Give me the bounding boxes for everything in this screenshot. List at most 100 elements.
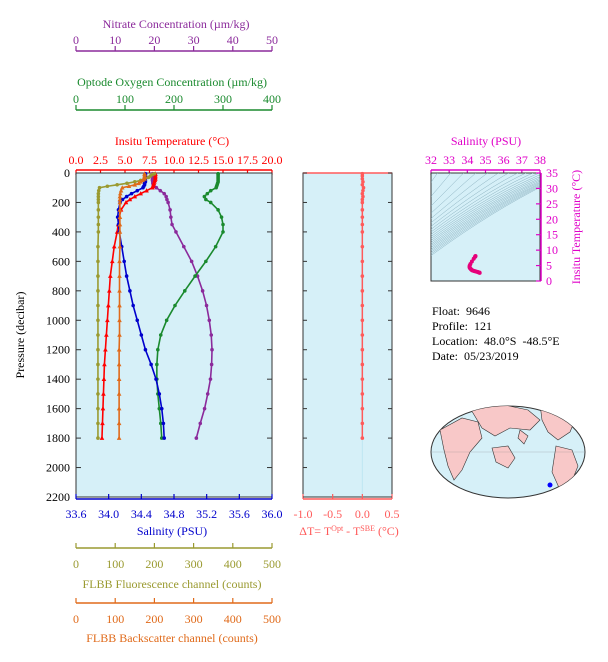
- series-oxygen-point: [214, 185, 218, 190]
- series-oxygen-point: [221, 230, 225, 234]
- series-salinity-point: [161, 421, 166, 426]
- ts-yaxis-tick-label: 35: [546, 166, 558, 180]
- series-nitrate-point: [166, 200, 170, 205]
- series-temperature-point: [106, 303, 111, 308]
- series-fluorescence-point: [105, 184, 110, 189]
- series-nitrate-point: [164, 194, 168, 199]
- series-fluorescence-point: [96, 406, 100, 411]
- series-nitrate-point: [208, 377, 213, 381]
- fluorescence-axis-tick-label: 100: [106, 557, 124, 571]
- series-temperature-point: [123, 199, 129, 205]
- salinity-axis-title: Salinity (PSU): [137, 524, 207, 538]
- ts-point: [477, 270, 482, 275]
- series-oxygen-point: [219, 215, 224, 219]
- series-temperature-point: [132, 194, 138, 199]
- ts-contour: [431, 173, 534, 235]
- delta-t-point: [360, 177, 365, 181]
- series-backscatter-point: [116, 376, 122, 381]
- series-nitrate-point: [182, 244, 186, 249]
- delta-t-point: [360, 191, 365, 196]
- series-oxygen-point: [202, 194, 207, 199]
- series-oxygen-point: [216, 208, 220, 212]
- series-salinity-point: [157, 392, 162, 396]
- series-fluorescence-point: [96, 208, 101, 212]
- backscatter-axis-title: FLBB Backscatter channel (counts): [86, 631, 258, 645]
- nitrate-axis-tick-label: 10: [109, 33, 121, 47]
- series-fluorescence-point: [96, 188, 101, 193]
- series-fluorescence-point: [96, 191, 101, 196]
- ts-yaxis-tick-label: 20: [546, 212, 558, 226]
- pressure-tick-label: 600: [52, 254, 70, 268]
- delta-t-point: [360, 303, 365, 308]
- series-backscatter-point: [116, 420, 122, 426]
- salinity-axis: 33.6 34.0 34.4 34.8 35.2 35.6 36.0: [66, 494, 283, 521]
- backscatter-axis-tick-label: 300: [185, 612, 203, 626]
- backscatter-axis: 0 100 200 300 400 500: [73, 598, 281, 626]
- series-nitrate-point: [204, 303, 209, 308]
- oxygen-axis-tick-label: 400: [263, 92, 281, 106]
- series-temperature-point: [102, 361, 107, 367]
- ts-points: [467, 254, 482, 275]
- series-fluorescence-point: [96, 274, 100, 278]
- series-salinity-point: [143, 347, 148, 352]
- series-backscatter-point: [116, 361, 122, 367]
- temperature-axis-tick-label: 20.0: [262, 153, 283, 167]
- delta-t-title-part1: ΔT= T: [299, 524, 332, 538]
- series-nitrate-point: [174, 230, 178, 234]
- temperature-axis-tick-label: 2.5: [93, 153, 108, 167]
- series-backscatter-point: [136, 180, 142, 186]
- ts-yaxis-tick-label: 10: [546, 243, 558, 257]
- series-backscatter-point: [132, 182, 138, 187]
- fluorescence-axis: 0 100 200 300 400 500: [73, 543, 281, 571]
- pressure-tick-label: 200: [52, 195, 70, 209]
- delta-t-point: [360, 182, 365, 187]
- delta-t-point: [360, 200, 365, 205]
- series-nitrate-point: [165, 197, 169, 202]
- series-backscatter-point: [116, 435, 122, 440]
- delta-t-point: [360, 333, 365, 337]
- profile-series: [96, 171, 225, 440]
- series-backscatter-point: [117, 317, 122, 323]
- delta-t-point: [360, 259, 365, 264]
- series-nitrate-point: [209, 333, 214, 337]
- series-backscatter-point: [117, 288, 122, 293]
- delta-t-panel: [302, 172, 393, 498]
- series-nitrate-point: [168, 208, 172, 212]
- delta-t-point: [360, 318, 365, 323]
- delta-t-axis: -1.0 -0.5 0.0 0.5: [294, 172, 400, 521]
- series-fluorescence-point: [96, 222, 101, 227]
- series-fluorescence-point: [125, 181, 129, 186]
- series-fluorescence-point: [97, 185, 102, 190]
- salinity-axis-tick-label: 35.2: [196, 507, 217, 521]
- series-temperature-point: [127, 197, 133, 202]
- series-backscatter-point: [117, 214, 123, 219]
- ts-contour: [431, 173, 519, 230]
- series-temperature-point: [109, 258, 115, 264]
- pressure-axis-title: Pressure (decibar): [13, 292, 27, 379]
- ts-contour: [431, 179, 540, 245]
- series-temperature-point: [150, 185, 155, 190]
- ts-salinity-axis-tick-label: 33: [443, 153, 455, 167]
- delta-t-point: [360, 436, 365, 440]
- temperature-axis-tick-label: 12.5: [188, 153, 209, 167]
- fluorescence-axis-tick-label: 500: [263, 557, 281, 571]
- backscatter-axis-tick-label: 200: [145, 612, 163, 626]
- series-backscatter-point: [118, 188, 124, 193]
- location: Location: 48.0°S -48.5°E: [432, 334, 560, 348]
- ts-contour: [431, 178, 540, 243]
- fluorescence-axis-tick-label: 200: [145, 557, 163, 571]
- series-temperature-point: [138, 191, 143, 196]
- series-salinity-point: [131, 303, 135, 308]
- series-oxygen-point: [204, 259, 208, 264]
- pressure-tick-label: 0: [64, 166, 70, 180]
- series-fluorescence-point: [115, 182, 119, 187]
- series-fluorescence-point: [96, 303, 100, 308]
- series-nitrate-point: [194, 436, 199, 440]
- fluorescence-axis-title: FLBB Fluorescence channel (counts): [83, 577, 262, 591]
- ts-salinity-axis-tick-label: 38: [534, 153, 546, 167]
- ts-contour: [431, 187, 540, 257]
- series-fluorescence-point: [96, 200, 101, 205]
- delta-t-series: [360, 171, 366, 497]
- pressure-tick-label: 2000: [46, 461, 70, 475]
- series-oxygen-point: [221, 222, 225, 227]
